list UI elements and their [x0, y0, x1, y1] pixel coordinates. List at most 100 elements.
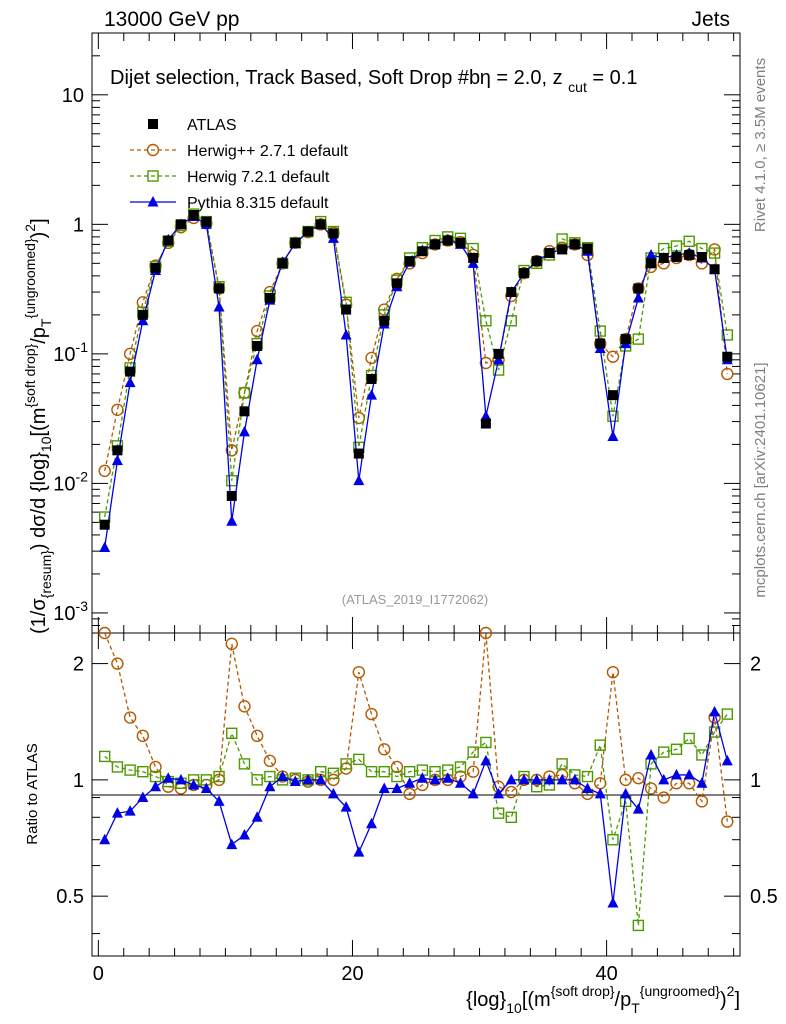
main-point-atlas: [303, 226, 313, 237]
ratio-point-herwig-2-7-1-default: [149, 760, 162, 774]
ratio-point-herwig-7-2-1-default: [454, 761, 467, 773]
ratio-point-herwig-2-7-1-default: [352, 665, 366, 679]
main-y-tick-label: 10: [62, 85, 84, 107]
ratio-point-herwig-7-2-1-default: [658, 746, 670, 758]
main-point-pythia-8-315-default: [366, 389, 378, 400]
ratio-point-pythia-8-315-default: [111, 807, 123, 818]
header-right: Jets: [691, 8, 730, 31]
header-left: 13000 GeV pp: [104, 8, 239, 31]
main-point-pythia-8-315-default: [645, 248, 657, 260]
ratio-point-pythia-8-315-default: [582, 782, 594, 793]
main-point-pythia-8-315-default: [238, 425, 250, 437]
main-point-atlas: [315, 219, 326, 230]
ratio-point-herwig-7-2-1-default: [480, 736, 492, 749]
ratio-point-pythia-8-315-default: [353, 846, 365, 857]
main-point-atlas: [112, 445, 123, 456]
main-point-herwig-7-2-1-default: [480, 315, 492, 327]
ratio-point-pythia-8-315-default: [277, 770, 289, 782]
main-point-pythia-8-315-default: [353, 474, 365, 486]
main-point-herwig-2-7-1-default: [479, 356, 493, 370]
main-point-atlas: [201, 216, 212, 227]
main-point-herwig-2-7-1-default: [98, 464, 111, 478]
ratio-point-herwig-7-2-1-default: [238, 758, 251, 770]
main-point-atlas: [277, 258, 288, 269]
main-point-atlas: [480, 418, 491, 429]
main-point-pythia-8-315-default: [226, 515, 238, 526]
ratio-x-ticks: 0 20 40: [93, 633, 735, 985]
ratio-point-pythia-8-315-default: [124, 805, 136, 816]
main-point-atlas: [417, 246, 428, 257]
ratio-point-pythia-8-315-default: [162, 772, 174, 783]
ratio-point-herwig-2-7-1-default: [123, 711, 137, 724]
legend-entry: Herwig 7.2.1 default: [130, 169, 330, 186]
ratio-point-pythia-8-315-default: [378, 782, 390, 793]
main-point-atlas: [163, 235, 174, 246]
ratio-point-herwig-2-7-1-default: [632, 772, 645, 785]
legend: ATLAS Herwig++ 2.7.1 default Herwig 7.2.1 …: [130, 117, 349, 212]
main-point-herwig-7-2-1-default: [607, 410, 619, 422]
ratio-point-herwig-7-2-1-default: [492, 807, 505, 819]
ratio-point-herwig-7-2-1-default: [340, 758, 352, 770]
main-point-pythia-8-315-default: [607, 430, 619, 442]
ratio-y-ticks: 0.5 0.5 1 1 2 2: [56, 654, 778, 935]
ratio-point-herwig-7-2-1-default: [556, 758, 568, 770]
ratio-point-herwig-2-7-1-default: [505, 785, 518, 799]
main-point-atlas: [696, 251, 707, 262]
ratio-point-herwig-2-7-1-default: [721, 815, 734, 828]
main-line-herwig-7-2-1-default: [104, 213, 728, 518]
ratio-point-herwig-7-2-1-default: [683, 732, 695, 745]
ratio-point-pythia-8-315-default: [493, 787, 505, 799]
ratio-point-pythia-8-315-default: [251, 811, 263, 822]
main-point-atlas: [99, 519, 110, 530]
legend-label: Herwig++ 2.7.1 default: [187, 143, 349, 160]
legend-marker: [148, 119, 158, 129]
legend-marker: [147, 170, 159, 182]
main-point-atlas: [468, 252, 479, 263]
ratio-point-pythia-8-315-default: [340, 801, 352, 812]
ratio-point-pythia-8-315-default: [366, 817, 378, 829]
main-point-herwig-2-7-1-default: [606, 350, 620, 363]
legend-label: ATLAS: [187, 117, 237, 134]
ratio-point-pythia-8-315-default: [556, 773, 568, 785]
ratio-point-herwig-2-7-1-default: [619, 773, 632, 787]
main-point-atlas: [633, 283, 644, 294]
ratio-point-herwig-7-2-1-default: [226, 727, 238, 739]
plot-title-tail: = 0.1: [592, 67, 637, 89]
ratio-point-herwig-7-2-1-default: [378, 765, 390, 778]
main-point-atlas: [252, 341, 263, 352]
main-y-tick-label: 10-2: [53, 468, 88, 495]
main-point-pythia-8-315-default: [99, 541, 111, 553]
ratio-y-tick-label-right: 0.5: [750, 886, 778, 908]
ratio-point-pythia-8-315-default: [721, 754, 733, 766]
ratio-point-herwig-7-2-1-default: [594, 739, 606, 751]
main-series-layer: [98, 208, 734, 553]
ratio-point-pythia-8-315-default: [505, 773, 517, 785]
main-point-atlas: [671, 251, 682, 262]
ratio-y-tick-label: 0.5: [56, 886, 84, 908]
main-point-pythia-8-315-default: [137, 314, 149, 326]
main-point-pythia-8-315-default: [480, 410, 492, 421]
ratio-point-herwig-7-2-1-default: [99, 750, 111, 763]
main-point-pythia-8-315-default: [251, 353, 263, 365]
main-x-ticks: [97, 33, 735, 633]
ratio-point-pythia-8-315-default: [632, 803, 644, 814]
main-point-herwig-2-7-1-default: [111, 403, 124, 417]
main-point-atlas: [391, 278, 402, 289]
main-point-atlas: [328, 228, 339, 239]
ratio-point-pythia-8-315-default: [607, 897, 619, 908]
main-point-herwig-7-2-1-default: [594, 325, 606, 337]
ratio-point-herwig-7-2-1-default: [213, 770, 225, 783]
main-point-pythia-8-315-default: [632, 291, 644, 303]
ratio-point-herwig-2-7-1-default: [327, 773, 340, 787]
ratio-point-pythia-8-315-default: [518, 773, 530, 785]
ratio-point-pythia-8-315-default: [429, 773, 441, 785]
analysis-id: (ATLAS_2019_I1772062): [342, 592, 488, 607]
main-point-atlas: [607, 390, 618, 401]
ratio-point-pythia-8-315-default: [670, 768, 682, 780]
ratio-point-pythia-8-315-default: [683, 768, 695, 780]
main-line-pythia-8-315-default: [104, 215, 728, 548]
main-point-herwig-2-7-1-default: [365, 351, 378, 365]
legend-marker: [147, 196, 159, 207]
ratio-point-herwig-7-2-1-default: [505, 811, 517, 824]
plot-title-main: Dijet selection, Track Based, Soft Drop …: [110, 67, 480, 89]
